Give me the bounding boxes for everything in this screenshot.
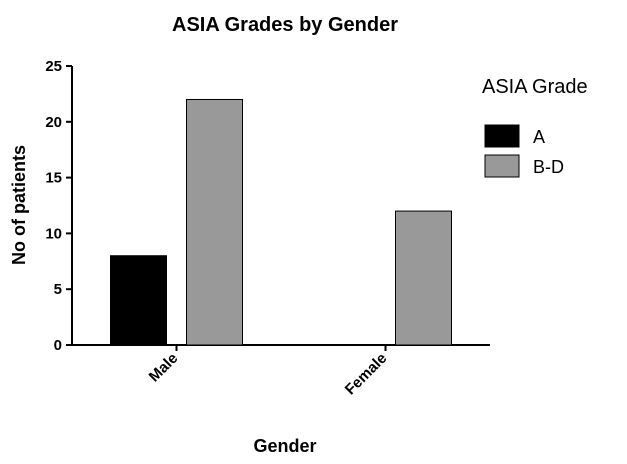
legend-swatch-b-d bbox=[484, 154, 520, 178]
y-tick-label: 25 bbox=[45, 58, 62, 75]
y-tick-label: 20 bbox=[45, 114, 62, 131]
legend-title: ASIA Grade bbox=[482, 76, 588, 98]
plot-area: 0 5 10 15 20 25 Male Female bbox=[45, 58, 490, 398]
chart-title: ASIA Grades by Gender bbox=[172, 14, 398, 36]
y-tick-label: 15 bbox=[45, 170, 62, 187]
legend-swatch-a bbox=[484, 124, 520, 148]
y-tick-label: 10 bbox=[45, 225, 62, 242]
x-tick-label: Female bbox=[342, 350, 391, 399]
x-axis-label: Gender bbox=[253, 436, 316, 456]
y-axis-label: No of patients bbox=[9, 145, 29, 265]
bar-male-b-d bbox=[186, 98, 243, 346]
bar-female-b-d bbox=[395, 210, 452, 346]
y-tick-label: 0 bbox=[54, 337, 62, 354]
bar-male-a bbox=[110, 255, 167, 346]
y-tick-label: 5 bbox=[54, 281, 62, 298]
legend: A B-D bbox=[484, 124, 564, 178]
legend-label-b-d: B-D bbox=[533, 157, 564, 177]
x-tick-label: Male bbox=[146, 350, 182, 386]
legend-label-a: A bbox=[533, 127, 545, 147]
